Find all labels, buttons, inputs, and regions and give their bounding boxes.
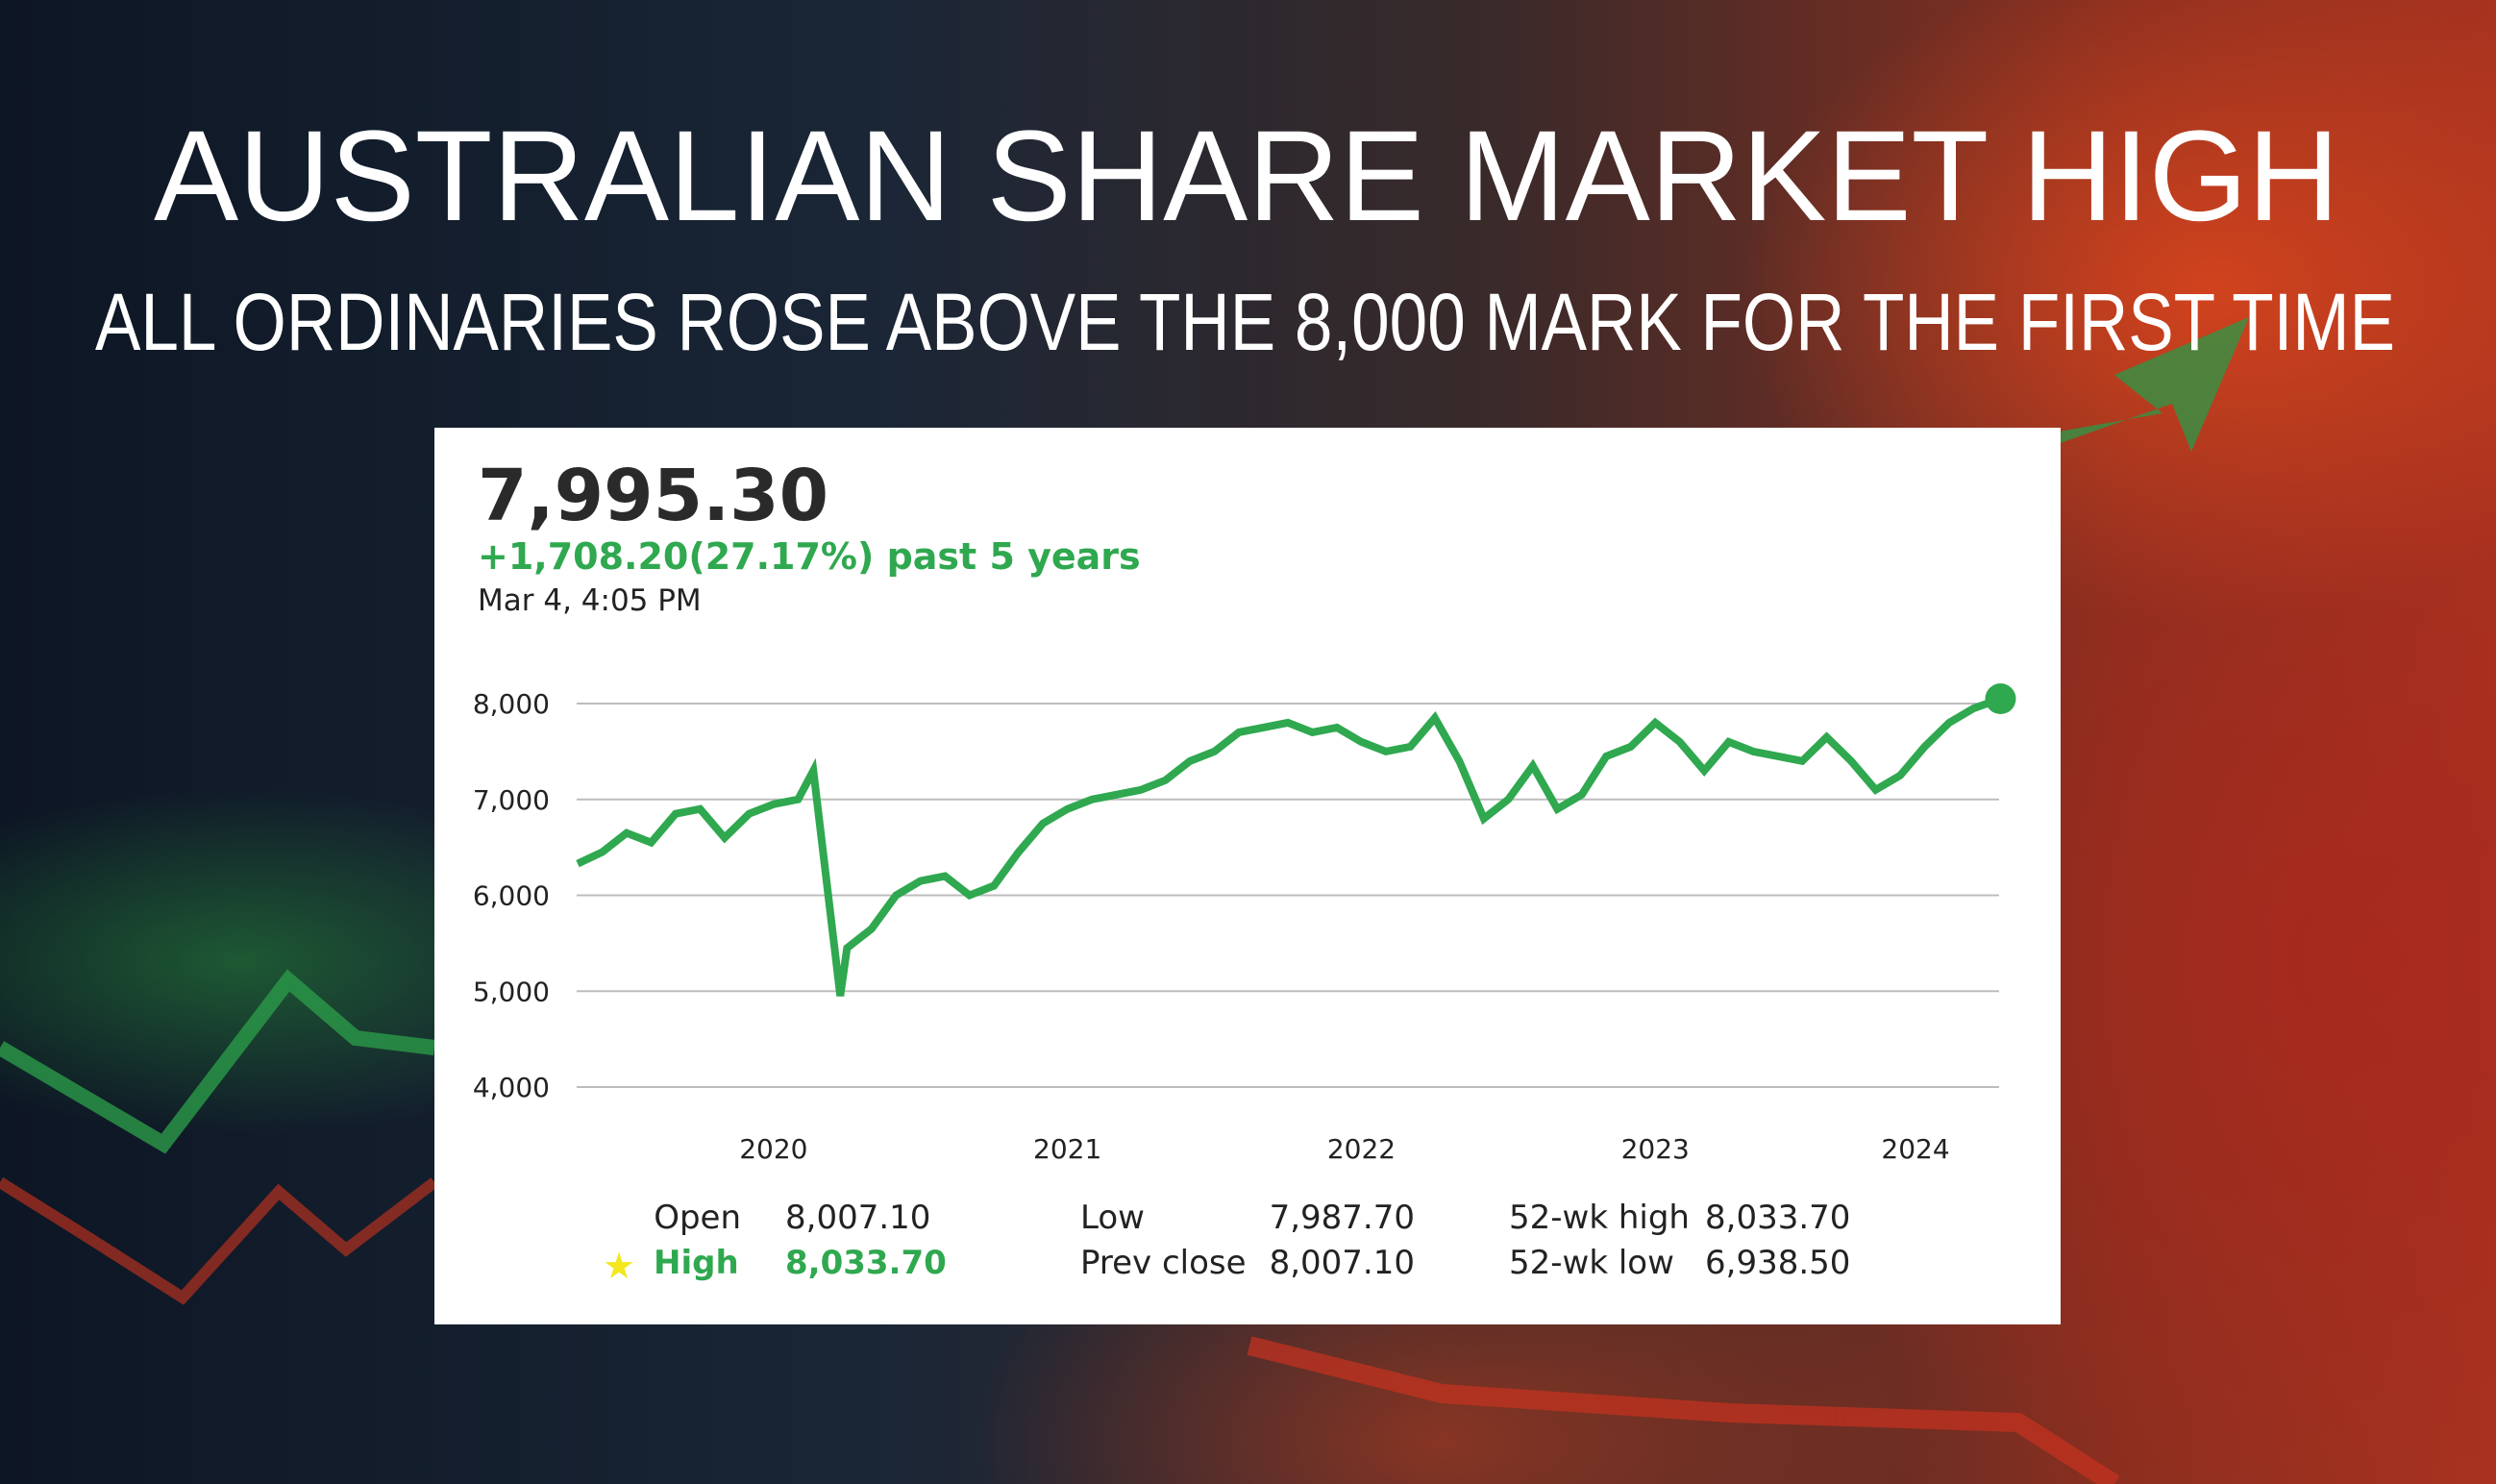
prev-close-value: 8,007.10 (1269, 1244, 1415, 1282)
high-value: 8,033.70 (785, 1244, 947, 1282)
52wk-low-label: 52-wk low (1509, 1244, 1674, 1282)
price-chart: 8,000 7,000 6,000 5,000 4,000 2020 2021 2022 202… (473, 683, 2016, 1165)
price-line (576, 695, 2002, 997)
headline-title: AUSTRALIAN SHARE MARKET HIGH (154, 105, 2339, 248)
background-green-trend-line (0, 969, 435, 1154)
headline-subtitle: ALL ORDINARIES ROSE ABOVE THE 8,000 MARK… (95, 277, 2395, 367)
price-change: +1,708.20(27.17%) past 5 years (478, 535, 1141, 578)
low-value: 7,987.70 (1269, 1199, 1415, 1237)
x-tick-label: 2023 (1621, 1133, 1690, 1165)
low-label: Low (1080, 1199, 1145, 1237)
background-red-down-line (1247, 1336, 2120, 1484)
52wk-low-value: 6,938.50 (1705, 1244, 1851, 1282)
x-tick-label: 2021 (1033, 1133, 1101, 1165)
y-tick-label: 6,000 (473, 880, 550, 912)
current-price: 7,995.30 (478, 455, 829, 537)
quote-card: 7,995.30 +1,708.20(27.17%) past 5 years … (434, 428, 2061, 1324)
headline: AUSTRALIAN SHARE MARKET HIGH ALL ORDINAR… (95, 105, 2395, 367)
open-label: Open (654, 1199, 741, 1237)
star-icon: ★ (603, 1245, 636, 1287)
y-tick-label: 7,000 (473, 784, 550, 816)
x-tick-label: 2024 (1881, 1133, 1949, 1165)
52wk-high-label: 52-wk high (1509, 1199, 1690, 1237)
background-green-arrow (1999, 317, 2249, 461)
background-red-trend-line (0, 1176, 438, 1305)
last-price-marker (1985, 683, 2016, 715)
prev-close-label: Prev close (1080, 1244, 1247, 1282)
y-tick-label: 5,000 (473, 976, 550, 1007)
quote-timestamp: Mar 4, 4:05 PM (478, 583, 702, 618)
open-value: 8,007.10 (785, 1199, 931, 1237)
x-tick-label: 2020 (739, 1133, 807, 1165)
high-label: High (654, 1244, 739, 1282)
52wk-high-value: 8,033.70 (1705, 1199, 1851, 1237)
x-tick-label: 2022 (1327, 1133, 1396, 1165)
y-tick-label: 8,000 (473, 688, 550, 720)
y-tick-label: 4,000 (473, 1072, 550, 1103)
